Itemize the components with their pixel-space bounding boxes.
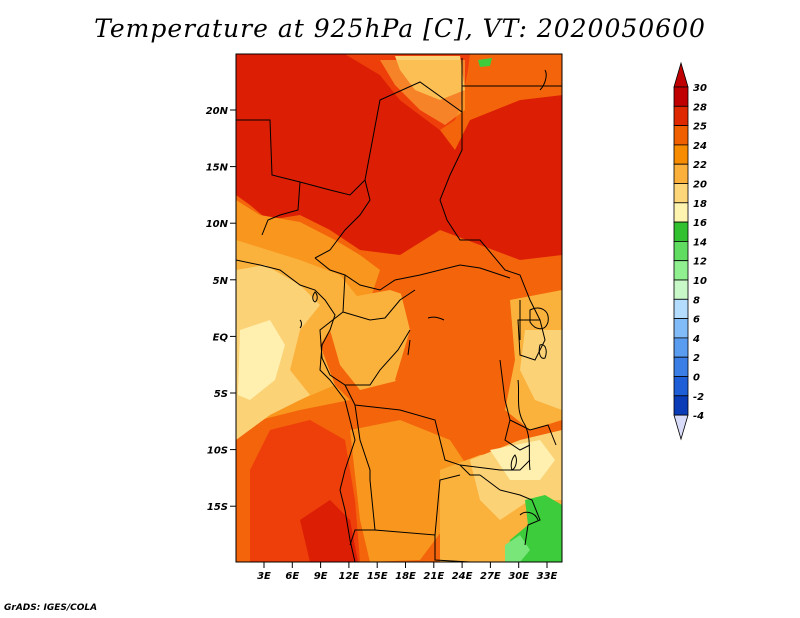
colorbar-label: 10: [693, 276, 707, 287]
lon-label: 9E: [314, 571, 328, 582]
colorbar-label: 8: [693, 295, 700, 306]
colorbar-segment: [673, 163, 689, 184]
colorbar-segment: [673, 125, 689, 146]
lon-label: 12E: [339, 571, 360, 582]
colorbar-label: 25: [693, 122, 707, 133]
colorbar-segment: [673, 144, 689, 165]
field-southeast-light-green: [505, 535, 530, 562]
lon-label: 30E: [508, 571, 529, 582]
colorbar-segment: [673, 183, 689, 204]
colorbar-top-arrow: [673, 61, 689, 88]
field-lake-region-yellow: [520, 330, 562, 410]
colorbar-label: 12: [693, 257, 707, 268]
lon-label: 18E: [395, 571, 416, 582]
colorbar-segment: [673, 86, 689, 107]
lat-label: 10N: [206, 219, 229, 230]
lat-label: 10S: [207, 446, 228, 457]
colorbar-segment: [673, 318, 689, 339]
colorbar-label: 14: [693, 237, 707, 248]
colorbar-segment: [673, 376, 689, 397]
colorbar-label: 28: [693, 102, 707, 113]
colorbar-label: 2: [693, 353, 700, 364]
longitude-axis: 3E 6E 9E 12E 15E 18E 21E 24E 27E 30E 33E: [257, 562, 558, 582]
field-southwest-deep-red: [300, 500, 358, 562]
field-west-pale-yellow: [238, 320, 285, 400]
colorbar-segment: [673, 279, 689, 300]
colorbar-label: 20: [693, 180, 707, 191]
colorbar-label: 16: [693, 218, 707, 229]
field-north-deep-red: [236, 54, 562, 260]
lat-label: 20N: [206, 106, 229, 117]
field-north-light-orange: [380, 60, 465, 125]
colorbar-label: -4: [693, 411, 704, 422]
colorbar-label: 18: [693, 199, 707, 210]
colorbar-label: 22: [693, 160, 707, 171]
colorbar-segment: [673, 202, 689, 223]
lon-label: 15E: [367, 571, 388, 582]
colorbar-segment: [673, 105, 689, 127]
lat-label: 5N: [213, 276, 229, 287]
field-center-orange: [395, 280, 520, 440]
colorbar-segment: [673, 337, 689, 358]
lat-label: 15N: [206, 163, 229, 174]
temperature-field: [236, 54, 562, 562]
colorbar-segment: [673, 221, 689, 242]
map-frame: [235, 53, 563, 563]
colorbar-label: -2: [693, 392, 704, 403]
colorbar-label: 0: [693, 373, 700, 384]
latitude-axis: 20N 15N 10N 5N EQ 5S 10S 15S: [206, 106, 236, 513]
lon-label: 33E: [537, 571, 558, 582]
lat-label: EQ: [213, 332, 229, 343]
lon-label: 27E: [480, 571, 501, 582]
colorbar-segment: [673, 260, 689, 281]
lat-label: 5S: [214, 389, 228, 400]
colorbar-label: 30: [693, 83, 707, 94]
country-borders: [236, 58, 562, 562]
map-title: Temperature at 925hPa [C], VT: 202005060…: [94, 14, 706, 43]
colorbar-bottom-arrow: [673, 414, 689, 441]
lat-label: 15S: [207, 502, 228, 513]
colorbar-label: 6: [693, 315, 700, 326]
colorbar-label: 24: [693, 141, 707, 152]
colorbar-label: 4: [692, 334, 700, 345]
colorbar-segment: [673, 356, 689, 377]
lon-label: 24E: [452, 571, 473, 582]
lon-label: 3E: [257, 571, 271, 582]
field-northeast-green: [478, 58, 492, 67]
colorbar-segment: [673, 395, 689, 416]
field-northeast-orange: [462, 60, 562, 120]
lon-label: 6E: [285, 571, 299, 582]
lon-label: 21E: [423, 571, 444, 582]
colorbar-segment: [673, 298, 689, 319]
colorbar-segment: [673, 240, 689, 262]
credit-text: GrADS: IGES/COLA: [4, 603, 98, 613]
